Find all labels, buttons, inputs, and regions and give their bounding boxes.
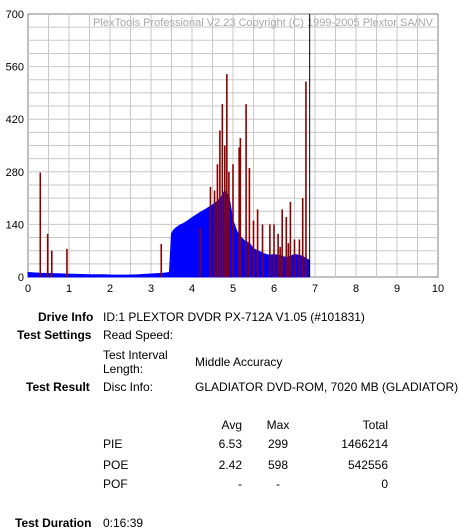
- col-header-max: Max: [266, 418, 290, 432]
- test-duration-value: 0:16:39: [103, 516, 144, 530]
- x-tick-label: 4: [189, 283, 195, 295]
- y-tick-label: 0: [18, 272, 24, 284]
- drive-info-value: ID:1 PLEXTOR DVDR PX-712A V1.05 (#101831…: [103, 310, 365, 324]
- row-pof-total: 0: [381, 477, 388, 491]
- error-chart: PlexTools Professional V2.23 Copyright (…: [6, 9, 444, 295]
- row-pof-name: POF: [103, 477, 128, 491]
- drive-info-label: Drive Info: [38, 310, 94, 324]
- test-duration-label: Test Duration: [15, 516, 92, 530]
- row-pie-max: 299: [267, 437, 289, 451]
- test-interval-label-line2: Length:: [103, 362, 144, 376]
- x-tick-label: 6: [271, 283, 277, 295]
- test-interval-label-line1: Test Interval: [103, 348, 168, 362]
- x-tick-labels: 0 1 2 3 4 5 6 7 8 9 10: [25, 283, 444, 295]
- test-result-label: Test Result: [26, 380, 90, 394]
- col-header-avg: Avg: [221, 418, 242, 432]
- x-tick-label: 5: [230, 283, 236, 295]
- x-tick-label: 7: [312, 283, 318, 295]
- y-tick-label: 140: [6, 219, 24, 231]
- y-tick-label: 420: [6, 114, 24, 126]
- y-tick-label: 560: [6, 62, 24, 74]
- test-settings-label: Test Settings: [17, 328, 92, 342]
- y-tick-label: 700: [6, 9, 24, 21]
- y-tick-labels: 0 140 280 420 560 700: [6, 9, 24, 284]
- row-poe-total: 542556: [347, 458, 388, 472]
- poe-series: [39, 74, 307, 277]
- x-tick-label: 1: [66, 283, 72, 295]
- x-tick-label: 3: [148, 283, 154, 295]
- x-tick-label: 8: [353, 283, 359, 295]
- test-interval-value: Middle Accuracy: [195, 355, 283, 369]
- chart-title: PlexTools Professional V2.23 Copyright (…: [93, 17, 434, 29]
- read-speed-label: Read Speed:: [103, 328, 174, 342]
- x-tick-label: 0: [25, 283, 31, 295]
- row-poe-max: 598: [267, 458, 289, 472]
- y-tick-label: 280: [6, 167, 24, 179]
- row-pof-avg: -: [238, 477, 242, 491]
- row-poe-name: POE: [103, 458, 129, 472]
- col-header-total: Total: [362, 418, 388, 432]
- row-poe-avg: 2.42: [218, 458, 242, 472]
- disc-info-label: Disc Info:: [103, 380, 154, 394]
- x-tick-label: 2: [107, 283, 113, 295]
- row-pie-name: PIE: [103, 437, 123, 451]
- row-pie-avg: 6.53: [218, 437, 242, 451]
- x-tick-label: 10: [432, 283, 444, 295]
- disc-info-value: GLADIATOR DVD-ROM, 7020 MB (GLADIATOR): [195, 380, 459, 394]
- x-tick-label: 9: [394, 283, 400, 295]
- row-pie-total: 1466214: [341, 437, 388, 451]
- row-pof-max: -: [276, 477, 280, 491]
